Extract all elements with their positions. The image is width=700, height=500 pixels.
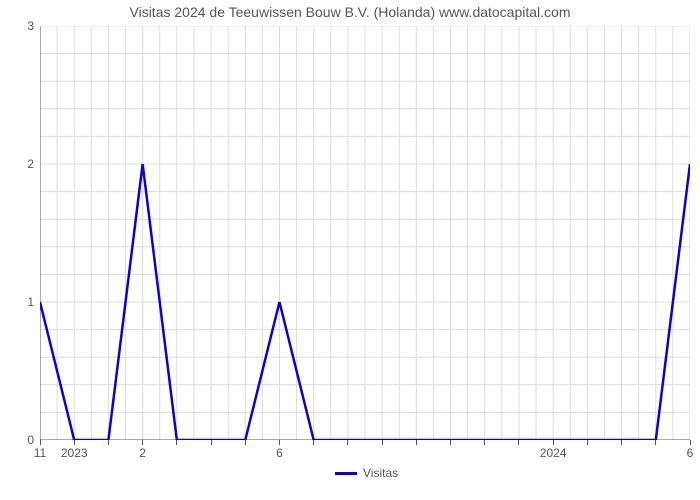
x-tick-mark [176,440,177,445]
x-tick-label: 11 [34,446,46,460]
x-tick-mark [553,440,554,445]
chart-title: Visitas 2024 de Teeuwissen Bouw B.V. (Ho… [0,4,700,20]
x-tick-mark [450,440,451,445]
legend-label: Visitas [363,466,398,480]
x-tick-label: 2 [139,446,146,460]
x-tick-label: 2024 [540,446,567,460]
x-tick-mark [40,440,41,445]
x-tick-mark [587,440,588,445]
x-tick-mark [74,440,75,445]
x-tick-mark [518,440,519,445]
x-tick-mark [690,440,691,445]
x-tick-mark [313,440,314,445]
x-tick-label: 6 [687,446,694,460]
x-tick-mark [347,440,348,445]
x-tick-mark [211,440,212,445]
chart-svg [40,26,690,440]
x-tick-mark [245,440,246,445]
x-tick-label: 2023 [61,446,88,460]
chart-container: Visitas 2024 de Teeuwissen Bouw B.V. (Ho… [0,0,700,500]
x-tick-mark [142,440,143,445]
x-tick-label: 6 [276,446,283,460]
x-tick-mark [621,440,622,445]
y-tick-label: 3 [27,19,34,33]
y-tick-label: 2 [27,157,34,171]
x-tick-mark [279,440,280,445]
legend-swatch [335,472,357,475]
chart-legend: Visitas [335,466,398,480]
x-tick-mark [416,440,417,445]
chart-plot-area [40,26,690,440]
y-tick-label: 0 [27,433,34,447]
x-tick-mark [655,440,656,445]
x-tick-mark [108,440,109,445]
y-tick-label: 1 [27,295,34,309]
x-tick-mark [484,440,485,445]
x-tick-mark [382,440,383,445]
